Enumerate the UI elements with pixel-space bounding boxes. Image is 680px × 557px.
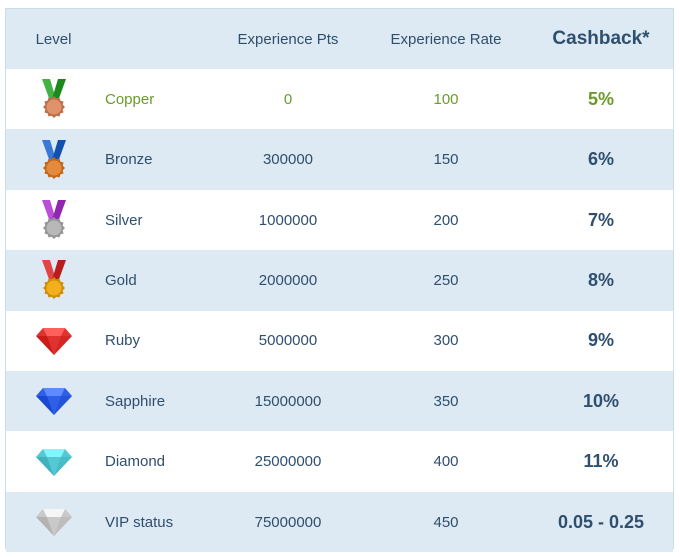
vip-gem-icon [6, 492, 101, 553]
level-name: Gold [105, 271, 137, 289]
experience-pts-value: 25000000 [254, 453, 322, 471]
experience-rate-value: 150 [433, 151, 459, 169]
table-row: Ruby 5000000 300 9% [6, 310, 673, 372]
table-row: Sapphire 15000000 350 10% [6, 371, 673, 432]
diamond-gem-icon [6, 431, 101, 492]
cashback-value: 8% [587, 269, 614, 290]
table-row: Gold 2000000 250 8% [6, 250, 673, 311]
cashback-value: 0.05 - 0.25 [557, 511, 645, 532]
experience-pts-value: 15000000 [254, 392, 322, 410]
level-name: Silver [105, 211, 143, 229]
cashback-value: 10% [582, 390, 620, 411]
table-row: VIP status 75000000 450 0.05 - 0.25 [6, 491, 673, 553]
experience-rate-value: 200 [433, 211, 459, 229]
cashback-value: 7% [587, 209, 614, 230]
experience-pts-value: 1000000 [258, 211, 318, 229]
experience-pts-value: 75000000 [254, 513, 322, 531]
header-experience-rate: Experience Rate [390, 30, 502, 48]
experience-rate-value: 300 [433, 332, 459, 350]
experience-rate-value: 400 [433, 453, 459, 471]
table-row: Copper 0 100 5% [6, 69, 673, 130]
header-level: Level [35, 30, 72, 48]
table-row: Silver 1000000 200 7% [6, 189, 673, 251]
gold-medal-icon [6, 250, 101, 311]
table-row: Diamond 25000000 400 11% [6, 431, 673, 492]
cashback-value: 5% [587, 88, 614, 109]
experience-rate-value: 350 [433, 392, 459, 410]
level-name: Ruby [105, 332, 141, 350]
experience-pts-value: 2000000 [258, 271, 318, 289]
table-row: Bronze 300000 150 6% [6, 129, 673, 190]
level-name: Bronze [105, 151, 153, 169]
experience-pts-value: 5000000 [258, 332, 318, 350]
level-name: Diamond [105, 453, 166, 471]
sapphire-gem-icon [6, 371, 101, 432]
silver-medal-icon [6, 190, 101, 251]
ruby-gem-icon [6, 311, 101, 372]
cashback-levels-table: Level Experience Pts Experience Rate Cas… [5, 8, 674, 553]
experience-pts-value: 300000 [262, 151, 314, 169]
cashback-value: 11% [583, 451, 619, 472]
header-cashback: Cashback* [552, 28, 650, 49]
level-name: VIP status [105, 513, 174, 531]
cashback-value: 9% [587, 330, 614, 351]
experience-rate-value: 250 [433, 271, 459, 289]
copper-medal-icon [6, 69, 101, 130]
level-name: Sapphire [105, 392, 166, 410]
experience-pts-value: 0 [283, 90, 293, 108]
header-experience-pts: Experience Pts [237, 30, 339, 48]
experience-rate-value: 100 [433, 90, 459, 108]
experience-rate-value: 450 [433, 513, 459, 531]
table-header: Level Experience Pts Experience Rate Cas… [6, 9, 673, 69]
level-name: Copper [105, 90, 155, 108]
cashback-value: 6% [587, 149, 614, 170]
bronze-medal-icon [6, 129, 101, 190]
